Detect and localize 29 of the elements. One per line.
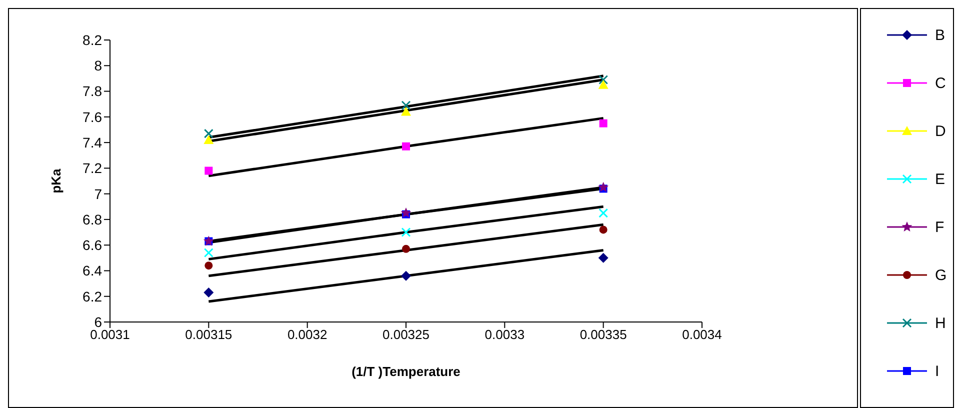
y-tick-label: 7 [94,186,102,202]
y-tick-label: 6.8 [82,211,102,228]
x-tick-label: 0.00325 [382,327,430,342]
y-tick-label: 6 [94,314,102,330]
y-tick-label: 7.4 [82,134,102,151]
y-tick-label: 8.2 [82,32,102,48]
x-axis-title: (1/T )Temperature [352,364,460,379]
y-tick-label: 7.6 [82,108,102,125]
x-tick-label: 0.00315 [185,327,232,342]
y-tick-label: 6.6 [82,237,102,254]
legend-label: F [935,218,944,236]
legend-label: H [935,314,946,332]
y-tick-label: 7.8 [82,83,102,100]
y-tick-label: 8 [94,58,102,74]
legend-label: D [935,122,946,140]
x-tick-label: 0.0034 [682,327,722,342]
legend-label: E [935,170,946,188]
legend-label: B [935,26,946,44]
legend-label: C [935,74,946,92]
y-tick-label: 7.2 [82,160,102,176]
y-tick-label: 6.4 [82,262,102,279]
y-axis-title: pKa [48,168,64,194]
x-tick-label: 0.00335 [580,327,627,342]
legend-label: I [935,362,940,380]
x-tick-label: 0.0033 [484,327,525,342]
legend-label: G [935,266,947,284]
x-tick-label: 0.0031 [90,327,130,342]
x-tick-label: 0.0032 [287,327,328,342]
y-tick-label: 6.2 [82,288,102,304]
